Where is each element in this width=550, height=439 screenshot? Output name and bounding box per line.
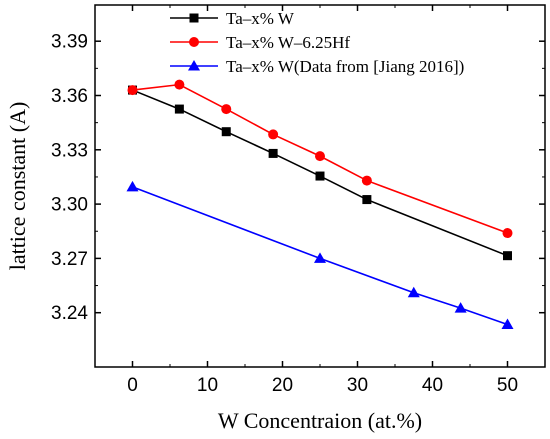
- data-point: [127, 85, 138, 96]
- data-point: [503, 251, 512, 261]
- series-3: [126, 180, 514, 329]
- data-point: [407, 286, 420, 298]
- y-tick-label: 3.36: [51, 86, 88, 107]
- y-tick-label: 3.30: [51, 195, 88, 216]
- y-axis-title: lattice constant (A): [5, 102, 30, 271]
- x-axis-title: W Concentraion (at.%): [218, 408, 422, 433]
- data-point: [361, 175, 372, 186]
- x-tick-label: 30: [347, 375, 368, 396]
- data-point: [221, 104, 232, 115]
- x-tick-label: 0: [127, 375, 138, 396]
- legend-label: Ta–x% W–6.25Hf: [226, 33, 350, 52]
- legend-marker: [188, 60, 200, 71]
- legend-label: Ta–x% W: [226, 9, 295, 28]
- data-point: [174, 79, 185, 90]
- data-point: [174, 104, 184, 114]
- data-point: [221, 127, 231, 137]
- y-tick-label: 3.27: [51, 249, 88, 270]
- x-tick-label: 20: [272, 375, 293, 396]
- data-point: [314, 252, 326, 263]
- x-axis-ticks: 0 10 20 30 40 50: [127, 5, 546, 396]
- data-point: [315, 171, 325, 181]
- legend-marker: [189, 37, 199, 47]
- legend-label: Ta–x% W(Data from [Jiang 2016]): [226, 57, 464, 76]
- x-tick-label: 50: [497, 375, 518, 396]
- series-1: [128, 85, 512, 261]
- x-tick-label: 40: [422, 375, 443, 396]
- data-point: [126, 180, 139, 192]
- data-point: [362, 195, 372, 205]
- series-layer: [126, 79, 514, 329]
- legend-item: Ta–x% W–6.25Hf: [170, 33, 350, 52]
- data-point: [454, 302, 467, 313]
- series-2: [127, 79, 513, 239]
- y-axis-ticks: 3.24 3.27 3.30 3.33 3.36 3.39: [51, 32, 545, 324]
- y-tick-label: 3.24: [51, 303, 88, 324]
- y-tick-label: 3.39: [51, 32, 88, 53]
- legend-item: Ta–x% W(Data from [Jiang 2016]): [170, 57, 464, 76]
- data-point: [501, 318, 514, 329]
- data-point: [502, 228, 513, 239]
- data-point: [315, 151, 325, 162]
- x-tick-label: 10: [197, 375, 218, 396]
- legend: Ta–x% W Ta–x% W–6.25Hf Ta–x% W(Data from […: [170, 9, 464, 76]
- data-point: [268, 129, 279, 140]
- legend-marker: [189, 13, 199, 23]
- legend-item: Ta–x% W: [170, 9, 295, 28]
- data-point: [268, 148, 278, 158]
- y-tick-label: 3.33: [51, 140, 88, 161]
